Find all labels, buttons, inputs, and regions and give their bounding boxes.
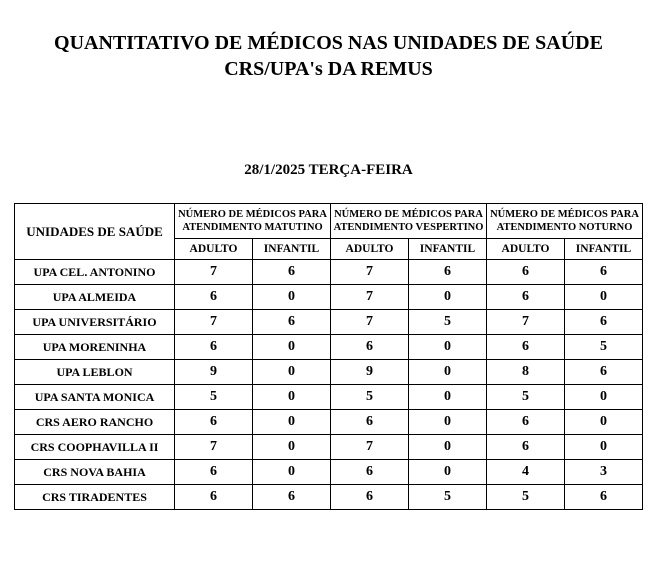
value-cell: 0 <box>409 335 487 360</box>
header-group-noturno: NÚMERO DE MÉDICOS PARA ATENDIMENTO NOTUR… <box>487 204 643 239</box>
doctors-table: UNIDADES DE SAÚDE NÚMERO DE MÉDICOS PARA… <box>14 203 643 510</box>
header-unit: UNIDADES DE SAÚDE <box>15 204 175 260</box>
value-cell: 6 <box>487 335 565 360</box>
value-cell: 0 <box>565 410 643 435</box>
value-cell: 6 <box>175 460 253 485</box>
unit-cell: UPA CEL. ANTONINO <box>15 260 175 285</box>
value-cell: 7 <box>331 310 409 335</box>
value-cell: 6 <box>175 285 253 310</box>
table-row: CRS AERO RANCHO606060 <box>15 410 643 435</box>
value-cell: 6 <box>331 485 409 510</box>
value-cell: 5 <box>331 385 409 410</box>
value-cell: 6 <box>487 285 565 310</box>
page-title-line1: QUANTITATIVO DE MÉDICOS NAS UNIDADES DE … <box>14 30 643 56</box>
value-cell: 5 <box>175 385 253 410</box>
value-cell: 6 <box>331 460 409 485</box>
unit-cell: UPA UNIVERSITÁRIO <box>15 310 175 335</box>
value-cell: 6 <box>253 310 331 335</box>
value-cell: 5 <box>409 310 487 335</box>
header-sub: ADULTO <box>487 239 565 260</box>
value-cell: 0 <box>253 335 331 360</box>
unit-cell: UPA MORENINHA <box>15 335 175 360</box>
value-cell: 6 <box>253 260 331 285</box>
value-cell: 0 <box>409 360 487 385</box>
value-cell: 0 <box>253 435 331 460</box>
value-cell: 0 <box>253 410 331 435</box>
value-cell: 7 <box>331 435 409 460</box>
value-cell: 6 <box>175 410 253 435</box>
value-cell: 6 <box>253 485 331 510</box>
value-cell: 6 <box>487 410 565 435</box>
table-row: UPA LEBLON909086 <box>15 360 643 385</box>
table-row: UPA MORENINHA606065 <box>15 335 643 360</box>
date-header: 28/1/2025 TERÇA-FEIRA <box>14 162 643 179</box>
page-title-line2: CRS/UPA's DA REMUS <box>14 56 643 82</box>
value-cell: 6 <box>487 435 565 460</box>
value-cell: 0 <box>409 435 487 460</box>
value-cell: 0 <box>409 460 487 485</box>
value-cell: 4 <box>487 460 565 485</box>
value-cell: 6 <box>175 485 253 510</box>
value-cell: 0 <box>253 360 331 385</box>
header-sub: INFANTIL <box>565 239 643 260</box>
value-cell: 6 <box>565 310 643 335</box>
value-cell: 0 <box>565 285 643 310</box>
value-cell: 7 <box>487 310 565 335</box>
value-cell: 6 <box>331 410 409 435</box>
value-cell: 7 <box>175 260 253 285</box>
value-cell: 6 <box>565 360 643 385</box>
unit-cell: CRS TIRADENTES <box>15 485 175 510</box>
value-cell: 0 <box>253 285 331 310</box>
table-row: CRS COOPHAVILLA II707060 <box>15 435 643 460</box>
value-cell: 0 <box>409 410 487 435</box>
header-sub: INFANTIL <box>253 239 331 260</box>
value-cell: 7 <box>175 435 253 460</box>
table-row: UPA SANTA MONICA505050 <box>15 385 643 410</box>
value-cell: 0 <box>565 435 643 460</box>
value-cell: 5 <box>487 485 565 510</box>
value-cell: 6 <box>331 335 409 360</box>
value-cell: 6 <box>565 485 643 510</box>
value-cell: 6 <box>175 335 253 360</box>
header-sub: ADULTO <box>175 239 253 260</box>
unit-cell: CRS COOPHAVILLA II <box>15 435 175 460</box>
value-cell: 6 <box>565 260 643 285</box>
table-row: CRS NOVA BAHIA606043 <box>15 460 643 485</box>
unit-cell: CRS AERO RANCHO <box>15 410 175 435</box>
value-cell: 5 <box>565 335 643 360</box>
unit-cell: UPA LEBLON <box>15 360 175 385</box>
table-row: UPA CEL. ANTONINO767666 <box>15 260 643 285</box>
value-cell: 0 <box>409 385 487 410</box>
table-row: CRS TIRADENTES666556 <box>15 485 643 510</box>
value-cell: 0 <box>409 285 487 310</box>
value-cell: 0 <box>253 460 331 485</box>
value-cell: 0 <box>253 385 331 410</box>
unit-cell: UPA SANTA MONICA <box>15 385 175 410</box>
value-cell: 6 <box>487 260 565 285</box>
header-sub: INFANTIL <box>409 239 487 260</box>
header-group-matutino: NÚMERO DE MÉDICOS PARA ATENDIMENTO MATUT… <box>175 204 331 239</box>
value-cell: 3 <box>565 460 643 485</box>
value-cell: 9 <box>331 360 409 385</box>
value-cell: 8 <box>487 360 565 385</box>
table-body: UPA CEL. ANTONINO767666UPA ALMEIDA607060… <box>15 260 643 510</box>
value-cell: 7 <box>331 285 409 310</box>
table-row: UPA ALMEIDA607060 <box>15 285 643 310</box>
value-cell: 5 <box>487 385 565 410</box>
value-cell: 9 <box>175 360 253 385</box>
value-cell: 0 <box>565 385 643 410</box>
value-cell: 7 <box>331 260 409 285</box>
header-sub: ADULTO <box>331 239 409 260</box>
unit-cell: UPA ALMEIDA <box>15 285 175 310</box>
value-cell: 5 <box>409 485 487 510</box>
header-group-vespertino: NÚMERO DE MÉDICOS PARA ATENDIMENTO VESPE… <box>331 204 487 239</box>
unit-cell: CRS NOVA BAHIA <box>15 460 175 485</box>
value-cell: 6 <box>409 260 487 285</box>
value-cell: 7 <box>175 310 253 335</box>
table-row: UPA UNIVERSITÁRIO767576 <box>15 310 643 335</box>
